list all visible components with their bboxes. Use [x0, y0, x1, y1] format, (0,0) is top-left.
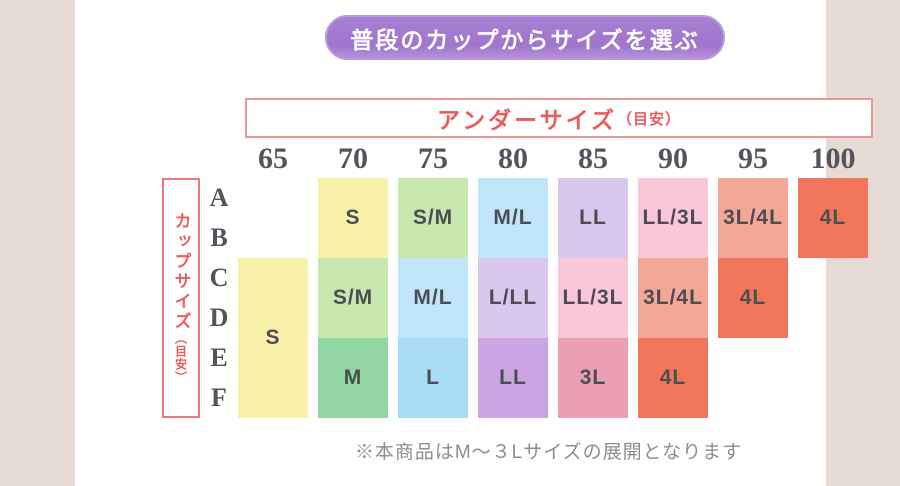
- under-size-note: （目安）: [616, 111, 681, 128]
- size-cell-70-cd: S/M: [318, 258, 388, 338]
- column-header-90: 90: [658, 142, 688, 175]
- row-header-a: A: [209, 183, 229, 212]
- under-size-title: アンダーサイズ: [437, 108, 617, 133]
- size-cell-70-ef: M: [318, 338, 388, 418]
- column-header-75: 75: [418, 142, 448, 175]
- row-header-b: B: [210, 223, 228, 252]
- column-header-100: 100: [810, 142, 856, 175]
- page-title: 普段のカップからサイズを選ぶ: [350, 26, 700, 53]
- size-cell-65-cf: S: [238, 258, 308, 418]
- size-cell-70-ab: S: [318, 178, 388, 258]
- row-header-e: E: [210, 343, 228, 372]
- size-cell-75-cd: M/L: [398, 258, 468, 338]
- product-size-note: ※本商品はM〜３Lサイズの展開となります: [354, 442, 743, 463]
- row-header-f: F: [211, 383, 227, 412]
- content-panel: 普段のカップからサイズを選ぶ アンダーサイズ （目安） 65 70 75 80 8…: [75, 0, 873, 486]
- cup-size-header: カップサイズ （目安）: [162, 178, 200, 418]
- size-cell-90-ab: LL/3L: [638, 178, 708, 258]
- column-header-80: 80: [498, 142, 528, 175]
- row-header-c: C: [209, 263, 229, 292]
- size-cell-75-ef: L: [398, 338, 468, 418]
- size-cell-95-ab: 3L/4L: [718, 178, 788, 258]
- row-header-d: D: [209, 303, 229, 332]
- size-cell-90-ef: 4L: [638, 338, 708, 418]
- column-header-85: 85: [578, 142, 608, 175]
- cup-size-axis: A B C D E F: [203, 178, 235, 418]
- size-cell-100-ab: 4L: [798, 178, 868, 258]
- size-cell-85-ab: LL: [558, 178, 628, 258]
- page-title-badge: 普段のカップからサイズを選ぶ: [325, 15, 725, 60]
- column-header-95: 95: [738, 142, 768, 175]
- under-size-axis: 65 70 75 80 85 90 95 100: [238, 141, 868, 177]
- size-cell-80-ef: LL: [478, 338, 548, 418]
- column-header-65: 65: [258, 142, 288, 175]
- under-size-header: アンダーサイズ （目安）: [245, 98, 873, 138]
- size-cell-95-cd: 4L: [718, 258, 788, 338]
- column-header-70: 70: [338, 142, 368, 175]
- size-cell-80-cd: L/LL: [478, 258, 548, 338]
- size-cell-75-ab: S/M: [398, 178, 468, 258]
- size-cell-85-ef: 3L: [558, 338, 628, 418]
- size-cell-90-cd: 3L/4L: [638, 258, 708, 338]
- size-cell-80-ab: M/L: [478, 178, 548, 258]
- cup-size-title: カップサイズ: [171, 212, 191, 332]
- size-cell-85-cd: LL/3L: [558, 258, 628, 338]
- size-grid: S S S/M M S/M M/L L M/L L/LL LL LL LL/3L…: [238, 178, 868, 418]
- cup-size-note: （目安）: [173, 332, 188, 384]
